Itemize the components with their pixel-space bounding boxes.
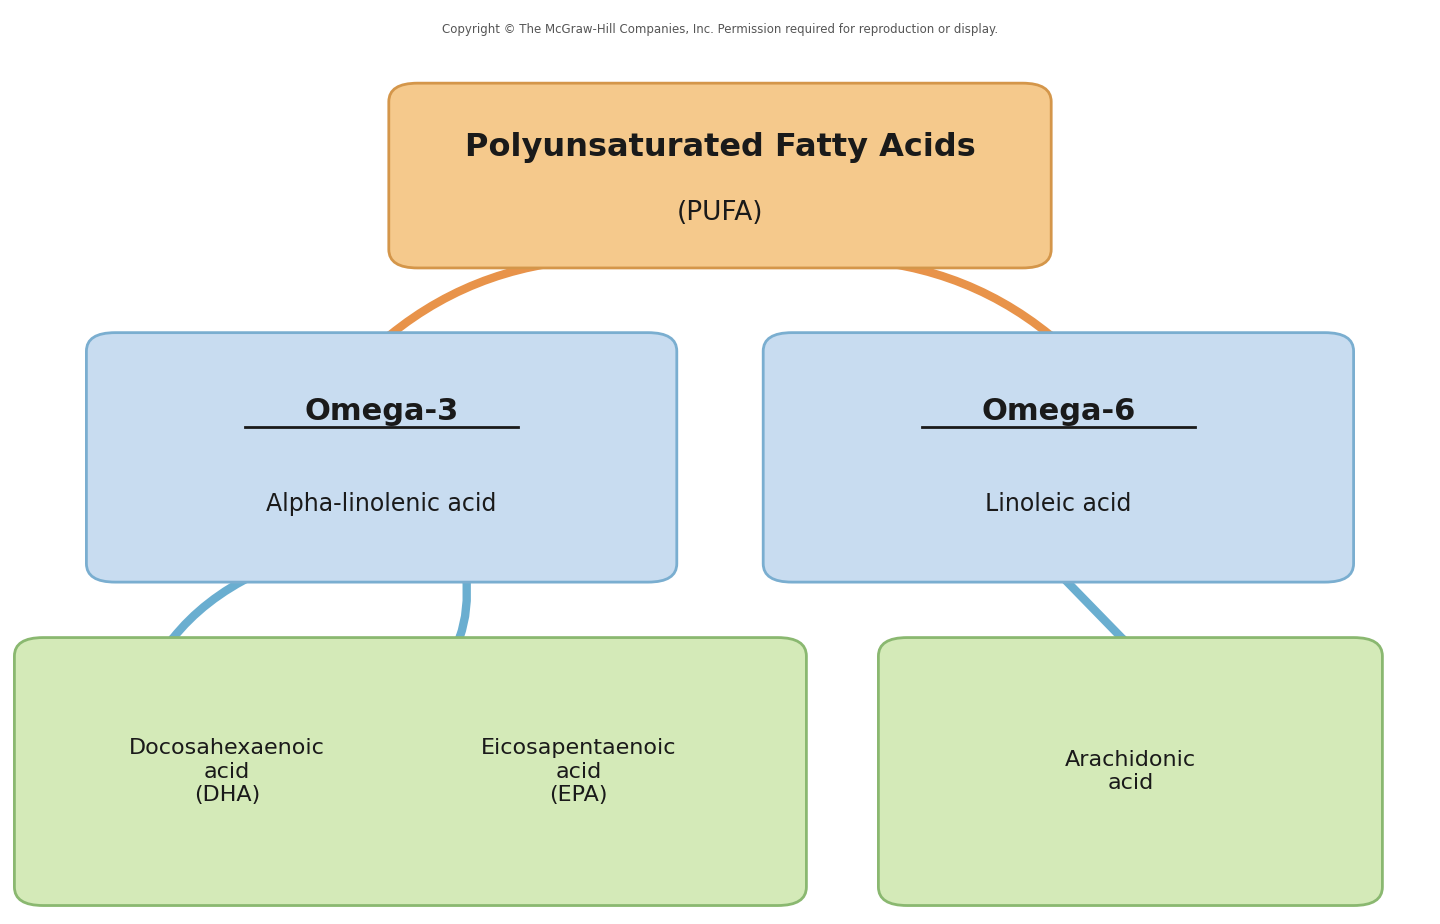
FancyArrowPatch shape bbox=[459, 576, 467, 638]
FancyBboxPatch shape bbox=[878, 638, 1382, 906]
FancyArrowPatch shape bbox=[1060, 575, 1123, 639]
FancyArrowPatch shape bbox=[173, 574, 255, 638]
FancyArrowPatch shape bbox=[390, 259, 609, 335]
FancyBboxPatch shape bbox=[14, 638, 806, 906]
Text: Arachidonic
acid: Arachidonic acid bbox=[1064, 750, 1197, 793]
Text: Copyright © The McGraw-Hill Companies, Inc. Permission required for reproduction: Copyright © The McGraw-Hill Companies, I… bbox=[442, 23, 998, 36]
FancyBboxPatch shape bbox=[86, 333, 677, 582]
FancyArrowPatch shape bbox=[831, 259, 1050, 335]
Text: Omega-6: Omega-6 bbox=[981, 396, 1136, 426]
Text: Eicosapentaenoic
acid
(EPA): Eicosapentaenoic acid (EPA) bbox=[481, 738, 675, 805]
Text: Alpha-linolenic acid: Alpha-linolenic acid bbox=[266, 492, 497, 516]
FancyBboxPatch shape bbox=[763, 333, 1354, 582]
Text: Linoleic acid: Linoleic acid bbox=[985, 492, 1132, 516]
Text: (PUFA): (PUFA) bbox=[677, 200, 763, 225]
Text: Polyunsaturated Fatty Acids: Polyunsaturated Fatty Acids bbox=[465, 132, 975, 164]
FancyBboxPatch shape bbox=[389, 83, 1051, 268]
Text: Docosahexaenoic
acid
(DHA): Docosahexaenoic acid (DHA) bbox=[130, 738, 325, 805]
Text: Omega-3: Omega-3 bbox=[304, 396, 459, 426]
